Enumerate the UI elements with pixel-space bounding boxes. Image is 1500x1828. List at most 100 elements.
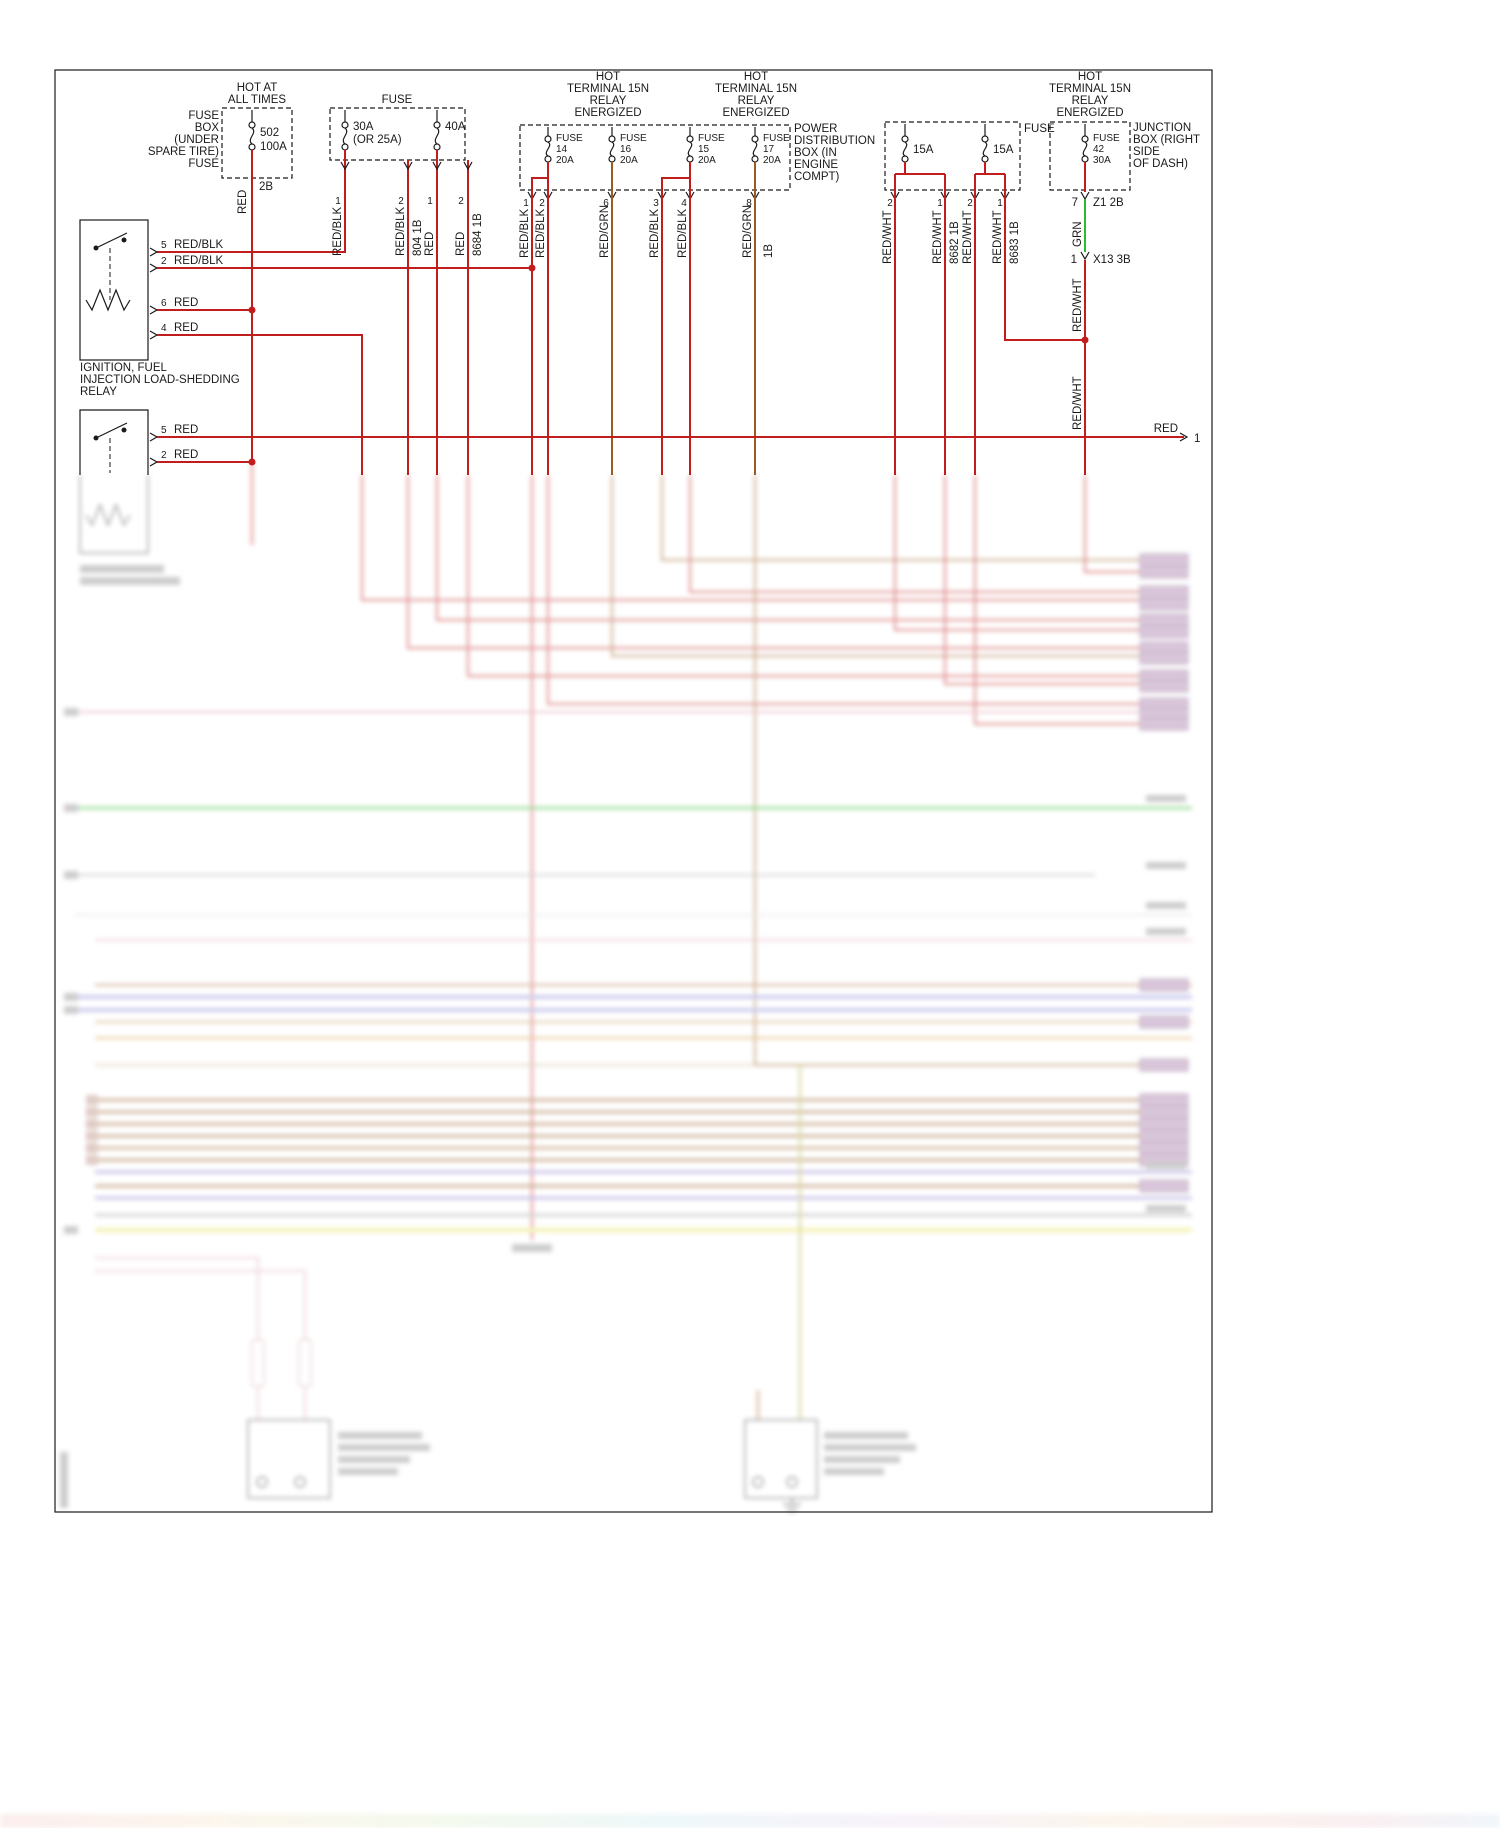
wire-color-label: RED/BLK <box>519 208 531 258</box>
fuse-17-amps: 20A <box>763 155 781 166</box>
connector-stub <box>86 1155 98 1165</box>
connector-block <box>1139 1015 1189 1029</box>
component-terminal <box>256 1476 268 1488</box>
fuse-30a-alt: (OR 25A) <box>353 134 402 146</box>
connector-stub <box>86 1143 98 1153</box>
relay-pin-wire: RED/BLK <box>174 239 224 251</box>
fuse-14-label: FUSE <box>556 133 583 144</box>
relay-switch <box>95 232 128 249</box>
wire-branch-f15 <box>661 162 691 190</box>
component-terminal <box>786 1476 798 1488</box>
header-hot-terminal: ENERGIZED <box>1056 107 1123 119</box>
wire-color-label: RED/GRN <box>599 205 611 258</box>
relay-pin-wire: RED <box>174 297 198 309</box>
fuse-42-label: FUSE <box>1093 133 1120 144</box>
diagram-border <box>54 69 1213 1513</box>
header-hot-terminal: RELAY <box>1072 95 1109 107</box>
wire-color-label: RED/WHT <box>992 210 1004 264</box>
connector-block <box>1139 1117 1189 1131</box>
pin-number: 8 <box>746 198 752 209</box>
fuse-42-num: 42 <box>1093 144 1105 155</box>
wire-color-label: RED/WHT <box>882 210 894 264</box>
connector-block <box>1139 565 1189 579</box>
connector-block <box>1139 679 1189 693</box>
fuse-box-2 <box>329 107 466 161</box>
spare-fuse-box-label: BOX <box>195 122 220 134</box>
relay-coil <box>85 288 131 312</box>
junction-dot <box>528 264 536 272</box>
faded-wire <box>944 475 1140 685</box>
faded-wire <box>689 475 1140 593</box>
fuse-16-label: FUSE <box>620 133 647 144</box>
blurred-text <box>338 1432 422 1439</box>
wire-circuit-label: 8683 1B <box>1009 221 1021 264</box>
connector-block <box>1139 585 1189 599</box>
pin-number: 1 <box>523 198 529 209</box>
header-hot-terminal: RELAY <box>738 95 775 107</box>
wire-color-label: RED/WHT <box>1072 278 1084 332</box>
blurred-text <box>824 1432 908 1439</box>
feed-arrows <box>340 161 473 171</box>
top-schematic: HOT AT ALL TIMES HOT TERMINAL 15N RELAY … <box>79 71 1200 475</box>
fuse-30a-label: 30A <box>353 121 374 133</box>
connector-block <box>1139 978 1189 992</box>
wire-redblk-1 <box>157 150 346 253</box>
relay-pin-wire: RED <box>174 424 198 436</box>
connector-block <box>1139 1129 1189 1143</box>
blurred-text <box>64 1226 78 1234</box>
fuse-16-amps: 20A <box>620 155 638 166</box>
pin-number: 2 <box>967 198 973 209</box>
blurred-text <box>1146 795 1186 802</box>
blurred-text <box>512 1244 552 1252</box>
pdb-label: BOX (IN <box>794 147 837 159</box>
wire-color-label: RED/WHT <box>1072 376 1084 430</box>
fuse-15-num: 15 <box>698 144 710 155</box>
relay-switch <box>95 422 128 439</box>
connector-stub <box>86 1095 98 1105</box>
fuse-15a-label: 15A <box>913 144 934 156</box>
header-hot-terminal: HOT <box>744 71 768 83</box>
fuse-symbol-42 <box>1081 124 1089 163</box>
blurred-text <box>1146 928 1186 935</box>
faded-wire <box>407 475 1140 649</box>
junction-box-label: OF DASH) <box>1133 158 1188 170</box>
pin-number: 2 <box>458 196 464 207</box>
fuse-symbol-502 <box>248 110 256 151</box>
fuse-15-label: FUSE <box>698 133 725 144</box>
junction-dot <box>248 458 256 466</box>
fuse-15a-label: 15A <box>993 144 1014 156</box>
header-hot-terminal: TERMINAL 15N <box>715 83 797 95</box>
blurred-text <box>64 708 78 716</box>
blurred-text <box>64 871 78 879</box>
pin-number: 4 <box>681 198 687 209</box>
wire-color-label: RED/BLK <box>395 206 407 256</box>
pin-number: 3 <box>653 198 659 209</box>
relay2-body <box>79 409 149 475</box>
wire-color-label: RED <box>424 232 436 256</box>
fuse-14-amps: 20A <box>556 155 574 166</box>
faded-wire <box>467 475 1140 677</box>
pin-number: 1 <box>335 196 341 207</box>
relay-pin-wire: RED <box>174 449 198 461</box>
faded-wire <box>1084 475 1140 573</box>
junction-box-label: BOX (RIGHT <box>1133 134 1200 146</box>
pin-number: 6 <box>603 198 609 209</box>
relay1-body <box>79 219 149 361</box>
connector-block <box>1139 1105 1189 1119</box>
wire-circuit-label: 1B <box>763 244 775 258</box>
relay-pin-number: 5 <box>161 425 167 436</box>
blurred-text <box>338 1468 398 1475</box>
connector-block <box>1139 597 1189 611</box>
relay-pin-number: 2 <box>161 256 167 267</box>
wire-relay1-pin4 <box>157 334 363 475</box>
wire-color-label: RED <box>1154 423 1178 435</box>
pdb-label: DISTRIBUTION <box>794 135 875 147</box>
blurred-text <box>824 1456 900 1463</box>
blurred-text <box>64 804 78 812</box>
relay-pin-number: 5 <box>161 240 167 251</box>
wire-color-label: RED/WHT <box>962 210 974 264</box>
connector-stub <box>86 1107 98 1117</box>
relay1-caption: INJECTION LOAD-SHEDDING <box>80 374 240 386</box>
wire-branch-15a-2 <box>974 162 1006 190</box>
